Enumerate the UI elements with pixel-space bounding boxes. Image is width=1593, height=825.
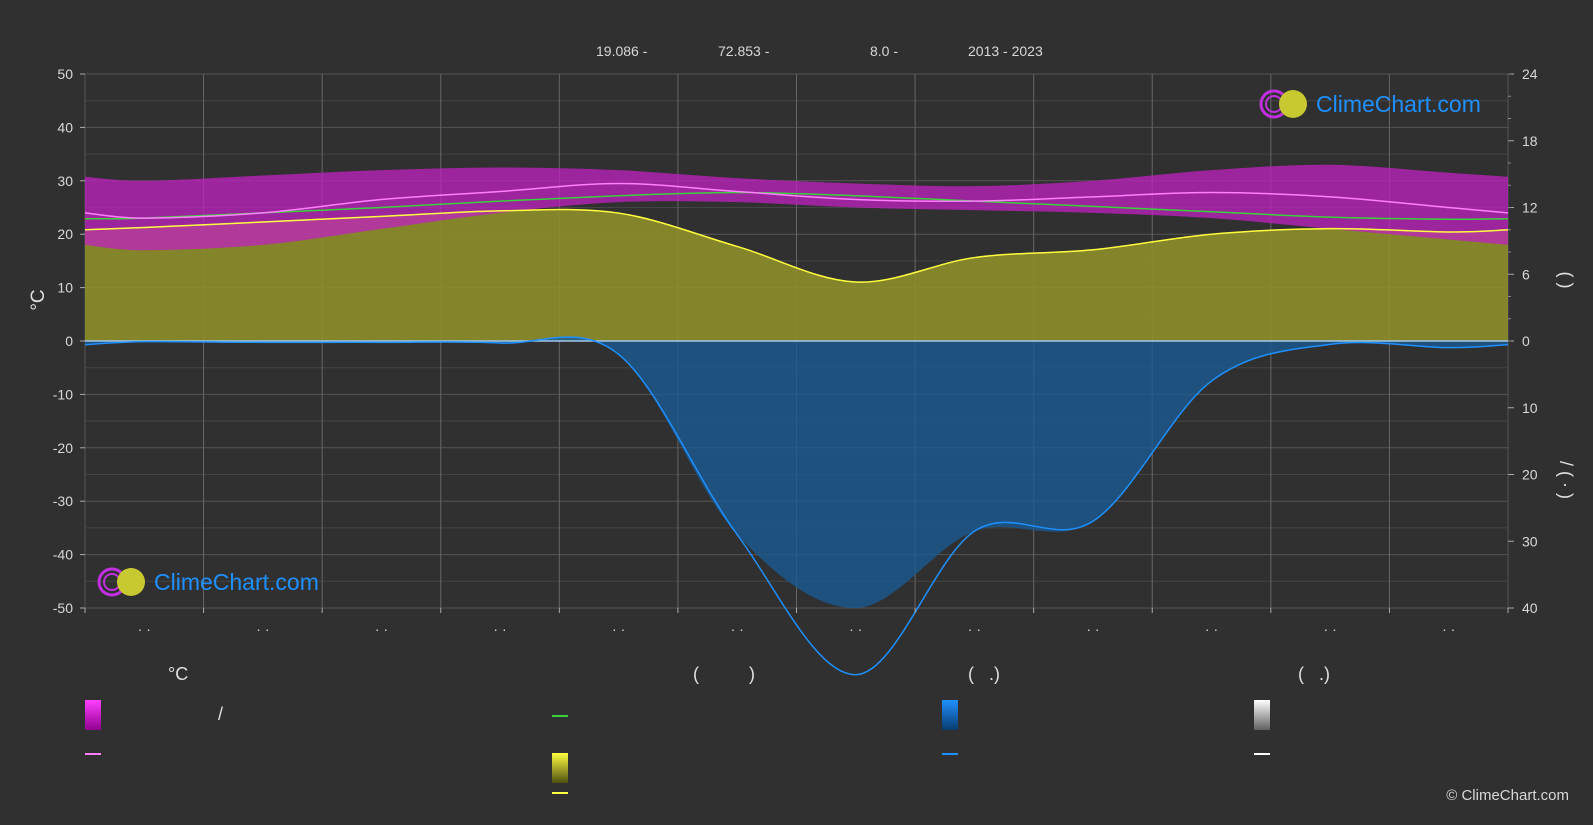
header-years: 2013 - 2023 xyxy=(968,43,1043,59)
y-right-precip-tick-label: 30 xyxy=(1522,533,1538,549)
legend-swatch-avg-temp xyxy=(85,753,101,755)
x-tick-label: · · xyxy=(849,621,862,637)
precipitation-area xyxy=(85,337,1508,609)
y-left-tick-label: 50 xyxy=(57,66,73,82)
y-right-precip-tick-label: 40 xyxy=(1522,600,1538,616)
y-left-tick-label: -50 xyxy=(53,600,73,616)
x-tick-label: · · xyxy=(1442,621,1455,637)
legend-swatches xyxy=(85,700,1270,783)
legend-swatch-snow-line xyxy=(1254,753,1270,755)
logo-text: ClimeChart.com xyxy=(154,568,319,595)
y-right-sunshine-tick-label: 6 xyxy=(1522,266,1530,282)
y-left-tick-label: 0 xyxy=(65,333,73,349)
logo-bottom: ClimeChart.com xyxy=(96,566,319,598)
legend-swatch-green-line xyxy=(552,715,568,717)
axes: 50 40 30 20 10 0 -10 -20 -30 -40 -50 °C 24 18 12 6 0 10 20… xyxy=(28,66,1576,637)
y-left-tick-label: -30 xyxy=(53,493,73,509)
x-tick-label: · · xyxy=(256,621,269,637)
temperature-range-band xyxy=(85,164,1508,251)
logo-top: ClimeChart.com xyxy=(1258,88,1481,120)
climechart-logo-icon xyxy=(1259,89,1307,119)
x-tick-label: · · xyxy=(493,621,506,637)
x-tick-label: · · xyxy=(1086,621,1099,637)
y-right-sunshine-axis-label: ( ) xyxy=(1556,272,1576,289)
x-tick-label: · · xyxy=(375,621,388,637)
legend-heading-sunshine: ( ) xyxy=(693,664,755,684)
logo-text: ClimeChart.com xyxy=(1316,90,1481,117)
y-right-precip-axis-label: / ( · ) xyxy=(1556,461,1576,499)
y-left-tick-label: 20 xyxy=(57,226,73,242)
legend-heading-temperature: °C xyxy=(168,664,189,684)
x-tick-label: · · xyxy=(1324,621,1337,637)
y-right-precip-tick-label: 10 xyxy=(1522,400,1538,416)
y-left-tick-label: -40 xyxy=(53,547,73,563)
y-right-precip-tick-label: 20 xyxy=(1522,467,1538,483)
y-left-axis-label: °C xyxy=(28,289,49,310)
sunshine-line xyxy=(84,208,1509,283)
precipitation-line xyxy=(84,336,1509,676)
green-line xyxy=(84,191,1509,221)
y-left-tick-label: 40 xyxy=(57,119,73,135)
x-tick-label: · · xyxy=(731,621,744,637)
legend-swatch-snow xyxy=(1254,700,1270,730)
y-left-tick-label: -10 xyxy=(53,386,73,402)
legend-swatch-sunshine-line xyxy=(552,792,568,794)
y-left-tick-label: 10 xyxy=(57,280,73,296)
legend-swatch-precip xyxy=(942,700,958,730)
legend-swatch-temp-range xyxy=(85,700,101,730)
x-tick-label: · · xyxy=(968,621,981,637)
avg-temp-line xyxy=(84,182,1509,219)
climechart-logo-icon xyxy=(97,567,145,597)
x-tick-label: · · xyxy=(138,621,151,637)
legend-swatch-precip-line xyxy=(942,753,958,755)
y-right-sunshine-tick-label: 0 xyxy=(1522,333,1530,349)
legend-swatch-sunshine xyxy=(552,753,568,783)
y-right-sunshine-tick-label: 12 xyxy=(1522,200,1538,216)
series-lines xyxy=(84,182,1509,676)
y-left-tick-label: 30 xyxy=(57,173,73,189)
header-longitude: 72.853 - xyxy=(718,43,770,59)
y-left-tick-label: -20 xyxy=(53,440,73,456)
header-latitude: 19.086 - xyxy=(596,43,648,59)
y-right-sunshine-tick-label: 24 xyxy=(1522,66,1538,82)
x-tick-label: · · xyxy=(1205,621,1218,637)
legend-label-temp-range: / xyxy=(218,704,224,724)
y-right-sunshine-tick-label: 18 xyxy=(1522,133,1538,149)
legend-heading-precip: ( .) xyxy=(968,664,1000,684)
header-elevation: 8.0 - xyxy=(870,43,899,59)
copyright: © ClimeChart.com xyxy=(1446,787,1569,804)
x-tick-label: · · xyxy=(612,621,625,637)
legend-heading-snow: ( .) xyxy=(1298,664,1330,684)
